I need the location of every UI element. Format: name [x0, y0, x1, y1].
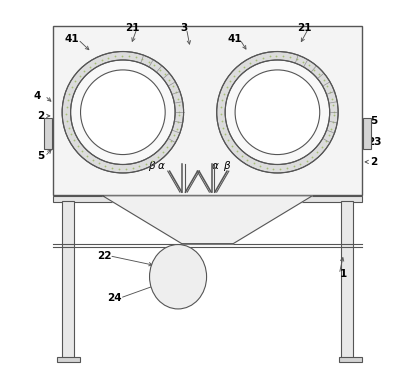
- Text: 3: 3: [180, 22, 187, 33]
- Text: 2: 2: [37, 111, 44, 121]
- Text: α: α: [158, 161, 165, 171]
- Polygon shape: [103, 196, 312, 244]
- Bar: [53, 26, 362, 195]
- Bar: [339, 357, 362, 362]
- Text: β: β: [222, 161, 229, 171]
- Text: 5: 5: [37, 151, 44, 162]
- Text: 4: 4: [34, 91, 41, 101]
- Text: 21: 21: [297, 22, 311, 33]
- Text: α: α: [211, 161, 218, 171]
- Bar: [62, 201, 74, 359]
- Text: 2: 2: [371, 157, 378, 167]
- Bar: [44, 118, 52, 149]
- Circle shape: [71, 60, 175, 164]
- Text: 41: 41: [228, 33, 242, 44]
- Ellipse shape: [149, 245, 207, 309]
- Text: β: β: [148, 161, 155, 171]
- Text: 5: 5: [371, 116, 378, 127]
- Bar: [56, 357, 80, 362]
- Circle shape: [81, 70, 165, 155]
- Text: 1: 1: [340, 269, 347, 279]
- Text: 23: 23: [367, 137, 381, 147]
- Bar: [53, 196, 362, 202]
- Circle shape: [62, 52, 183, 173]
- Circle shape: [225, 60, 330, 164]
- Text: 24: 24: [107, 293, 122, 303]
- Text: 41: 41: [65, 33, 79, 44]
- Text: 22: 22: [97, 251, 112, 261]
- Circle shape: [235, 70, 320, 155]
- Bar: [341, 201, 353, 359]
- Bar: [363, 118, 371, 149]
- Text: 21: 21: [125, 22, 139, 33]
- Circle shape: [217, 52, 338, 173]
